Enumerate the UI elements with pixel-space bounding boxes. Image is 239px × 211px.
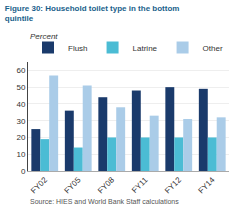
svg-text:30: 30 [16, 116, 25, 125]
svg-text:Other: Other [203, 44, 223, 53]
svg-text:FY08: FY08 [96, 175, 116, 195]
svg-text:Latrine: Latrine [133, 44, 158, 53]
svg-text:0: 0 [21, 167, 26, 176]
svg-text:50: 50 [16, 83, 25, 92]
svg-text:Source: HIES and World Bank St: Source: HIES and World Bank Staff calcul… [30, 198, 179, 205]
svg-text:40: 40 [16, 100, 25, 109]
svg-text:Figure 30: Household toilet ty: Figure 30: Household toilet type in the … [5, 4, 180, 23]
svg-text:Flush: Flush [68, 44, 88, 53]
svg-text:FY12: FY12 [163, 175, 183, 195]
svg-text:FY11: FY11 [130, 175, 150, 195]
svg-text:10: 10 [16, 150, 25, 159]
svg-text:FY05: FY05 [63, 175, 83, 195]
svg-text:FY14: FY14 [197, 175, 217, 195]
svg-text:FY02: FY02 [29, 175, 49, 195]
svg-text:Percent: Percent [30, 32, 58, 41]
svg-text:20: 20 [16, 133, 25, 142]
svg-text:60: 60 [16, 66, 25, 75]
